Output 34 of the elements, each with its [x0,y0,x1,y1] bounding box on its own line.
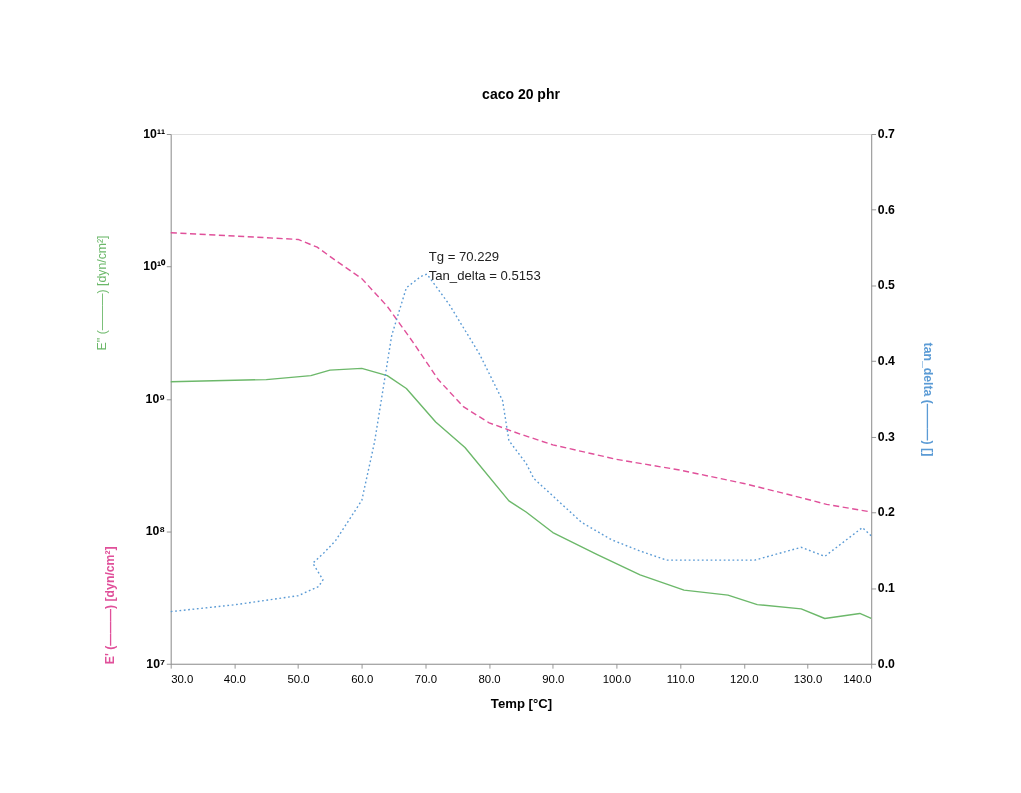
x-tick-label: 110.0 [666,672,695,685]
x-tick-label: 60.0 [351,672,374,685]
text: E'' (———) [dyn/cm²] [94,235,109,351]
y2-tick-label: 0.2 [877,505,896,520]
y2-axis-title: tan_delta (———) [] [920,342,935,457]
annotation: Tan_delta = 0.5153 [428,268,541,284]
x-tick-label: 140.0 [843,672,872,685]
y2-tick-label: 0.1 [877,581,896,596]
x-tick-label: 30.0 [171,672,194,685]
y-tick-label: 10¹¹ [143,127,166,141]
y2-tick-label: 0.7 [877,127,896,141]
x-axis-title: Temp [°C] [490,696,553,712]
chart-title: caco 20 phr [482,86,561,103]
x-tick-label: 100.0 [602,672,632,685]
y2-tick-label: 0.6 [877,202,896,217]
y-axis-title: E' (———) [dyn/cm²] [103,546,118,665]
y-tick-label: 10⁷ [146,656,166,671]
x-tick-label: 90.0 [542,672,565,685]
y2-tick-label: 0.5 [877,278,896,293]
line-series [170,273,872,613]
x-tick-label: 120.0 [730,672,759,685]
line-series [170,367,872,620]
y2-tick-label: 0.3 [877,429,896,444]
x-tick-label: 80.0 [478,672,501,685]
y-tick-label: 10¹⁰ [143,259,167,274]
x-tick-label: 130.0 [793,672,823,685]
y-tick-label: 10⁹ [145,391,166,406]
x-tick-label: 70.0 [414,672,437,685]
y2-tick-label: 0.4 [877,354,896,369]
x-tick-label: 40.0 [223,672,246,685]
y-tick-label: 10⁸ [145,524,166,539]
annotation: Tg = 70.229 [428,248,500,264]
y2-tick-label: 0.0 [877,656,896,671]
x-tick-label: 50.0 [287,672,310,685]
